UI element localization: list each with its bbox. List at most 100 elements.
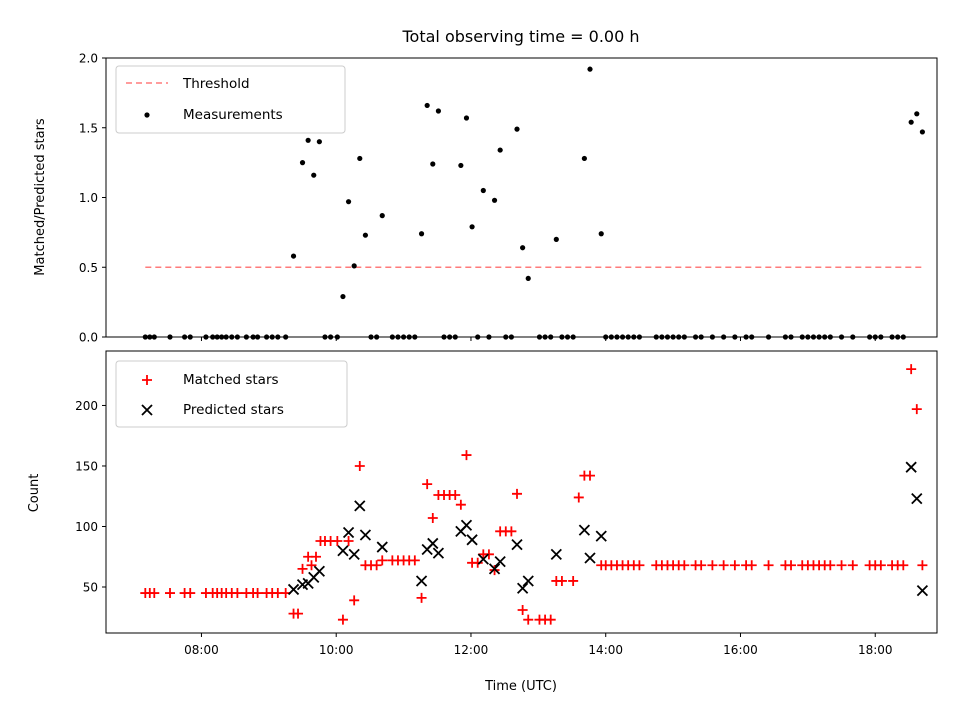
measurement-point xyxy=(379,213,385,219)
measurement-point xyxy=(469,224,475,230)
bottom-y-tick-label: 150 xyxy=(75,459,98,473)
x-tick-label: 12:00 xyxy=(454,643,489,657)
x-tick-label: 08:00 xyxy=(184,643,219,657)
matched-star-point xyxy=(416,592,427,603)
matched-star-point xyxy=(343,536,354,547)
matched-star-point xyxy=(165,588,176,599)
measurement-point xyxy=(424,102,430,109)
matched-star-point xyxy=(306,560,317,571)
top-plot-frame xyxy=(105,57,938,338)
predicted-star-point xyxy=(313,565,326,577)
predicted-star-point xyxy=(477,553,489,565)
predicted-star-point xyxy=(516,582,529,594)
top-y-tick-label: 1.0 xyxy=(79,191,98,205)
measurement-point xyxy=(908,119,914,125)
measurement-point xyxy=(340,293,346,300)
x-tick-label: 10:00 xyxy=(319,643,354,657)
matched-star-point xyxy=(746,560,757,571)
predicted-star-point xyxy=(348,548,360,560)
measurement-point xyxy=(480,187,486,194)
measurement-point xyxy=(914,111,920,117)
matched-star-point xyxy=(847,560,858,571)
predicted-star-point xyxy=(494,555,506,568)
top-y-tick-label: 2.0 xyxy=(79,52,98,66)
measurement-point xyxy=(351,263,357,269)
top-y-tick-label: 1.5 xyxy=(79,121,98,135)
predicted-star-point xyxy=(595,530,607,542)
predicted-star-point xyxy=(550,548,562,560)
x-tick-label: 14:00 xyxy=(588,643,623,657)
matched-star-point xyxy=(825,560,836,571)
legend-matched-swatch xyxy=(142,375,152,385)
matched-star-point xyxy=(729,560,740,571)
x-axis-label: Time (UTC) xyxy=(484,679,557,694)
measurement-point xyxy=(418,231,425,237)
measurement-point xyxy=(497,147,503,153)
top-y-ticks: 0.0 0.5 1.0 1.5 2.0 xyxy=(79,52,106,345)
matched-star-point xyxy=(568,575,579,586)
matched-star-point xyxy=(337,614,348,625)
predicted-stars-points xyxy=(287,461,929,597)
matched-star-point xyxy=(917,560,928,571)
matched-star-point xyxy=(297,563,308,574)
matched-star-point xyxy=(377,555,388,566)
bottom-legend-box xyxy=(115,360,348,428)
predicted-star-point xyxy=(359,529,372,541)
predicted-star-point xyxy=(342,526,355,539)
matched-star-point xyxy=(573,492,584,503)
matched-star-point xyxy=(293,608,304,619)
measurement-point xyxy=(345,199,352,205)
bottom-y-ticks: 50 100 150 200 xyxy=(75,399,106,595)
predicted-star-point xyxy=(578,524,591,536)
measurement-point xyxy=(311,172,317,178)
matched-star-point xyxy=(875,560,886,571)
bottom-y-axis-label: Count xyxy=(27,474,42,513)
predicted-star-point xyxy=(905,461,917,473)
matched-star-point xyxy=(232,588,243,599)
matched-star-point xyxy=(585,470,596,481)
top-y-tick-label: 0.0 xyxy=(79,331,98,345)
measurement-point xyxy=(435,108,441,114)
predicted-star-point xyxy=(511,539,523,551)
legend-measurements-swatch xyxy=(144,112,150,118)
measurement-point xyxy=(491,197,498,203)
legend-threshold-label: Threshold xyxy=(182,76,250,92)
legend-predicted-label: Predicted stars xyxy=(183,402,284,418)
bottom-y-tick-label: 200 xyxy=(75,399,98,413)
chart-title: Total observing time = 0.00 h xyxy=(401,27,639,46)
top-y-axis-label: Matched/Predicted stars xyxy=(33,118,48,276)
predicted-star-point xyxy=(460,519,473,531)
matched-star-point xyxy=(483,549,494,560)
measurement-point xyxy=(587,66,593,72)
predicted-star-point xyxy=(911,493,923,505)
top-legend: Threshold Measurements xyxy=(115,65,346,134)
predicted-star-point xyxy=(354,500,366,512)
measurement-point xyxy=(357,155,363,162)
bottom-panel: 50 100 150 200 08:00 10:00 12:00 14:00 16:00 18:… xyxy=(27,350,938,694)
predicted-star-point xyxy=(287,583,300,596)
matched-star-point xyxy=(310,551,321,562)
matched-star-point xyxy=(545,614,556,625)
matched-star-point xyxy=(455,499,466,510)
measurement-point xyxy=(581,155,587,162)
top-y-tick-label: 0.5 xyxy=(79,261,98,275)
matched-star-point xyxy=(349,595,360,606)
measurement-point xyxy=(299,160,306,166)
matched-star-point xyxy=(523,614,534,625)
matched-star-point xyxy=(512,488,523,499)
matched-star-point xyxy=(354,460,365,471)
matched-star-point xyxy=(763,560,774,571)
matched-star-point xyxy=(696,560,707,571)
matched-star-point xyxy=(185,588,196,599)
bottom-x-ticks: 08:00 10:00 12:00 14:00 16:00 18:00 xyxy=(184,633,893,657)
bottom-plot-frame xyxy=(105,350,938,634)
matched-star-point xyxy=(427,513,438,524)
bottom-y-tick-label: 50 xyxy=(83,581,98,595)
matched-star-point xyxy=(461,450,472,461)
measurement-point xyxy=(525,275,531,282)
measurement-point xyxy=(362,232,369,238)
matched-star-point xyxy=(506,526,517,537)
matched-stars-points xyxy=(140,364,928,625)
measurement-point xyxy=(316,139,322,145)
